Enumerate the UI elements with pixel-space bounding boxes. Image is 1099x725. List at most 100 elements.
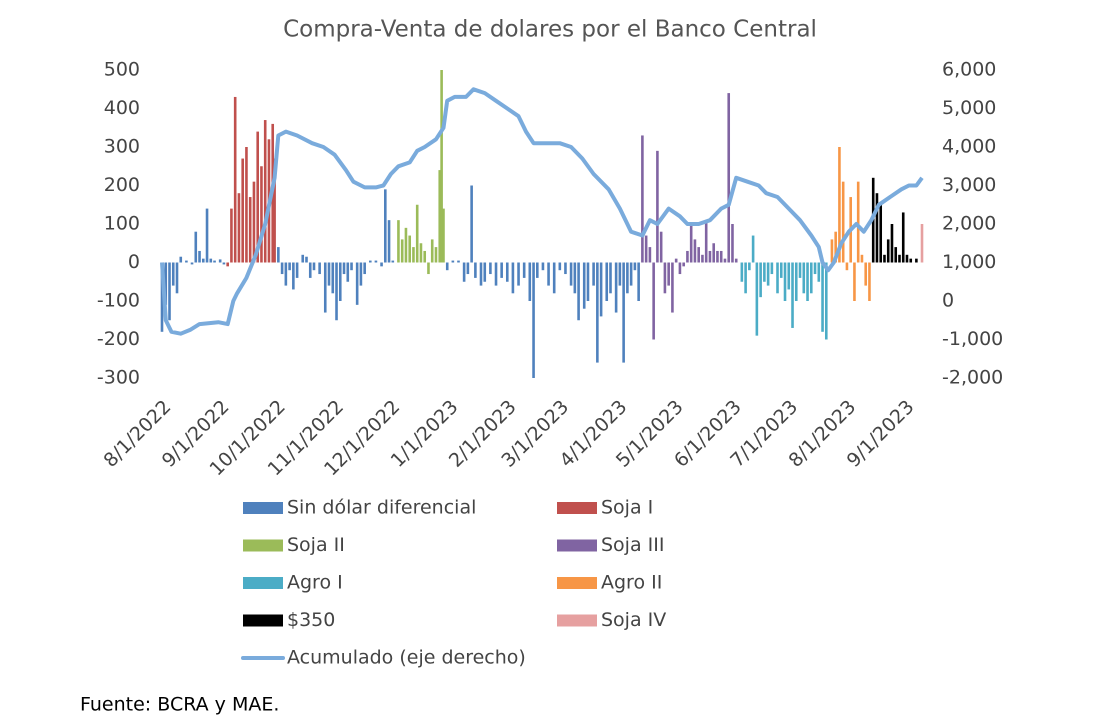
bar [552, 262, 556, 294]
bar [346, 262, 350, 282]
bar [457, 260, 460, 263]
bar [185, 260, 188, 263]
bar [350, 262, 353, 271]
bar [841, 181, 845, 263]
legend-label: Acumulado (eje derecho) [287, 647, 526, 669]
bar [853, 262, 856, 301]
bar [445, 262, 449, 271]
bar [821, 262, 824, 332]
bar [740, 262, 744, 282]
y-tick-label: 100 [104, 213, 140, 235]
legend-swatch [243, 614, 283, 627]
bar [168, 262, 171, 321]
bar [596, 262, 599, 363]
bar [209, 258, 213, 263]
y2-tick-label: 3,000 [942, 174, 996, 196]
y2-tick-label: 2,000 [942, 213, 996, 235]
bar [404, 227, 408, 263]
bar [288, 262, 291, 271]
bar [342, 262, 346, 275]
bar [440, 70, 443, 263]
bar [766, 262, 770, 286]
bar [547, 262, 550, 286]
bar [629, 262, 633, 286]
bar [697, 247, 700, 263]
bar [237, 193, 241, 263]
bar [536, 262, 539, 278]
y-tick-label: 0 [128, 251, 140, 273]
bar [622, 262, 625, 363]
bar [776, 262, 779, 294]
bar [667, 262, 670, 286]
bar [856, 181, 860, 263]
bar [400, 239, 404, 263]
bar [824, 262, 828, 340]
bar [898, 254, 901, 263]
bar [380, 262, 383, 267]
bar [368, 260, 372, 263]
bar [759, 262, 762, 298]
y2-tick-label: 4,000 [942, 136, 996, 158]
bar [233, 96, 237, 263]
bar [280, 262, 284, 275]
bar [391, 260, 395, 263]
bar [659, 231, 663, 263]
legend-swatch [557, 502, 597, 514]
bar [915, 258, 918, 263]
bar [704, 220, 708, 263]
bar [489, 262, 492, 275]
bar [909, 258, 913, 263]
bar [222, 262, 226, 265]
bar [883, 254, 886, 263]
legend-swatch [243, 539, 283, 552]
bar [920, 224, 924, 263]
bar [569, 262, 573, 286]
bar [798, 262, 802, 278]
bar [731, 224, 734, 263]
bar [252, 181, 256, 263]
bar [175, 262, 179, 294]
bar [644, 235, 648, 263]
bar [318, 262, 321, 275]
bar [886, 239, 890, 263]
bar [905, 254, 909, 263]
y-tick-label: -100 [97, 290, 140, 312]
bar [770, 262, 774, 275]
bar [582, 262, 586, 309]
bar [198, 250, 201, 263]
bar [558, 262, 562, 271]
bar [783, 262, 787, 301]
bar [719, 250, 723, 263]
bar [260, 166, 263, 263]
bar [605, 262, 609, 301]
bar [466, 262, 470, 275]
bar [751, 235, 755, 263]
y-tick-label: 200 [104, 174, 140, 196]
bar [462, 262, 466, 282]
y-tick-label: 400 [104, 97, 140, 119]
bar [205, 208, 209, 263]
bar [573, 262, 577, 294]
bar [682, 262, 685, 267]
bar [505, 262, 509, 282]
y2-tick-label: 0 [942, 290, 954, 312]
bar [245, 147, 248, 263]
bar [397, 220, 400, 263]
bar [483, 262, 487, 282]
bar [387, 220, 391, 263]
bar [331, 262, 335, 294]
bar [894, 247, 898, 263]
bar [618, 262, 622, 286]
bar [693, 239, 697, 263]
bar [312, 262, 316, 271]
bar [802, 262, 806, 294]
bar [284, 262, 288, 286]
bar [830, 239, 834, 263]
bar [412, 247, 415, 263]
bar [577, 262, 580, 321]
bar [308, 262, 312, 278]
bar [864, 262, 868, 286]
bar [599, 262, 603, 317]
